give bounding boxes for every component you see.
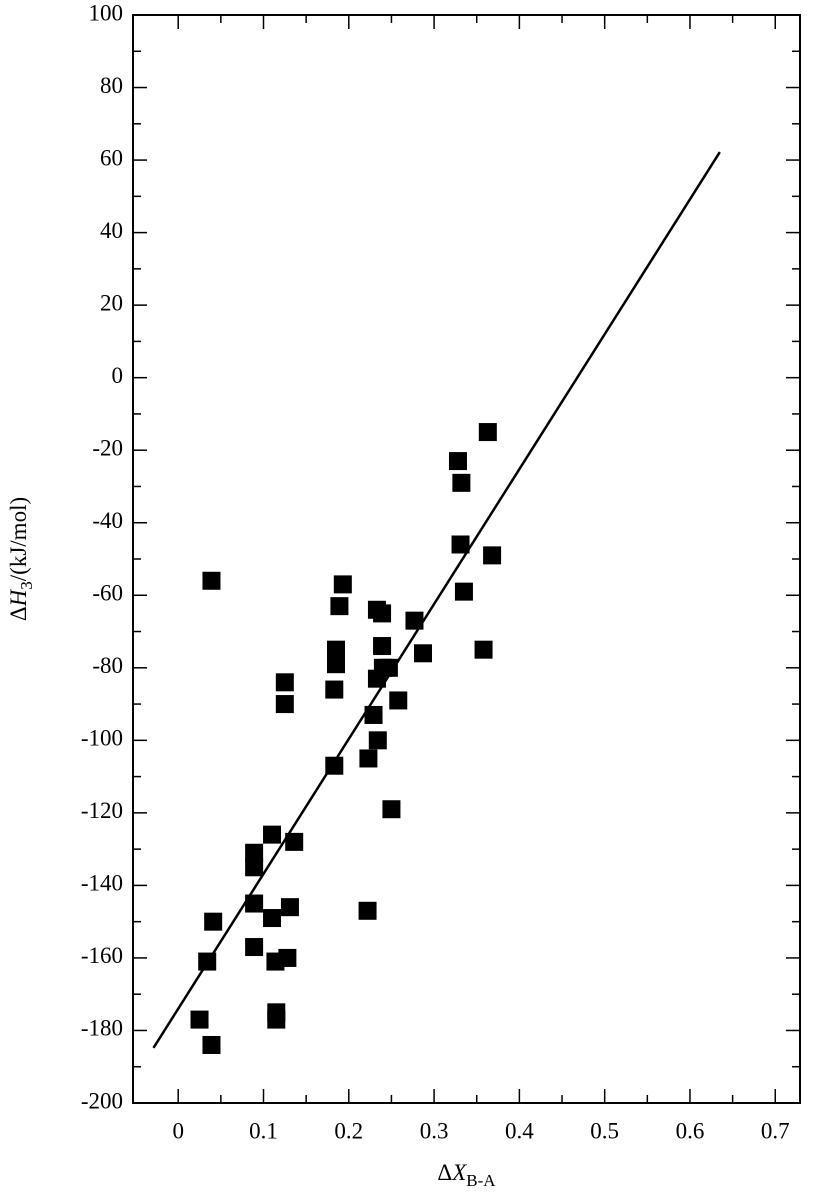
data-point (414, 644, 432, 663)
y-axis-label: ΔH3/(kJ/mol) (6, 497, 36, 621)
data-point (382, 800, 401, 819)
data-point (364, 705, 383, 724)
data-point (379, 658, 398, 677)
x-axis-label: ΔXB-A (437, 1160, 496, 1190)
data-point (454, 582, 473, 601)
plot-frame (132, 14, 801, 1104)
x-axis-label-part: B-A (466, 1171, 496, 1190)
x-tick-label: 0.1 (249, 1118, 278, 1143)
data-point (368, 731, 387, 750)
data-point (373, 637, 392, 656)
y-tick-label: -120 (81, 798, 123, 823)
data-point (405, 611, 424, 630)
data-point (327, 640, 345, 659)
data-point (202, 1035, 221, 1054)
x-tick-label: 0 (172, 1118, 184, 1143)
data-point (280, 898, 299, 917)
data-point (267, 1010, 286, 1029)
data-point (325, 680, 344, 699)
data-point (245, 858, 264, 877)
data-point (204, 912, 223, 931)
data-point (333, 575, 352, 594)
data-point (389, 691, 408, 710)
data-point (263, 909, 282, 928)
y-axis-label-part: Δ (6, 606, 31, 621)
x-tick-label: 0.5 (590, 1118, 619, 1143)
y-tick-label: -200 (81, 1088, 123, 1113)
y-tick-label: 100 (89, 0, 124, 25)
data-point (483, 546, 502, 565)
y-tick-label: 60 (100, 145, 123, 170)
data-point (451, 535, 470, 554)
x-tick-label: 0.4 (505, 1118, 534, 1143)
data-point (190, 1010, 209, 1029)
y-tick-label: 40 (100, 218, 123, 243)
y-tick-label: 20 (100, 290, 123, 315)
y-tick-label: -180 (81, 1016, 123, 1041)
data-point (275, 695, 294, 714)
x-axis-label-part: Δ (437, 1160, 452, 1185)
y-tick-label: -60 (92, 581, 123, 606)
data-point (478, 423, 497, 442)
data-point (245, 843, 264, 862)
y-tick-label: 80 (100, 73, 123, 98)
data-point (245, 894, 264, 913)
fit-line (152, 151, 721, 1049)
x-tick-label: 0.6 (676, 1118, 705, 1143)
data-point (278, 948, 297, 967)
y-tick-label: -40 (92, 508, 123, 533)
x-tick-label: 0.2 (334, 1118, 363, 1143)
data-point (474, 640, 493, 659)
data-point (448, 452, 467, 471)
y-tick-label: -100 (81, 726, 123, 751)
data-point (245, 938, 264, 957)
y-tick-label: -20 (92, 435, 123, 460)
y-tick-label: -160 (81, 943, 123, 968)
data-point (452, 473, 471, 492)
data-point (263, 825, 282, 844)
data-point (327, 655, 345, 674)
y-axis-label-part: H (6, 588, 31, 607)
data-point (285, 832, 304, 851)
y-axis-label-part: 3 (17, 581, 36, 590)
data-point (373, 604, 392, 623)
x-tick-label: 0.7 (761, 1118, 790, 1143)
y-tick-label: 0 (112, 363, 124, 388)
x-tick-label: 0.3 (420, 1118, 449, 1143)
data-point (358, 901, 377, 920)
y-tick-label: -140 (81, 871, 123, 896)
data-point (359, 749, 378, 768)
y-axis-label-part: /(kJ/mol) (6, 497, 31, 581)
data-point (202, 571, 221, 590)
x-axis-label-part: X (451, 1160, 467, 1185)
data-point (330, 597, 349, 616)
data-point (275, 673, 294, 692)
y-tick-label: -80 (92, 653, 123, 678)
